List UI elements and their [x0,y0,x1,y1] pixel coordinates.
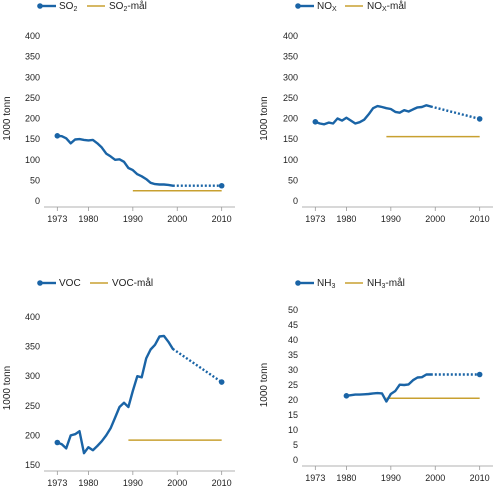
start-point [343,393,350,399]
y-tick-label: 50 [30,175,40,185]
y-tick-label: 50 [288,175,298,185]
series-line [56,334,175,455]
y-tick-label: 40 [288,335,298,345]
y-tick-label: 400 [25,31,40,41]
end-point [218,182,225,189]
x-tick-label: 2010 [470,473,490,483]
y-axis-label: 1000 tonn [259,363,270,408]
x-tick-label: 1973 [47,214,67,224]
y-tick-label: 10 [288,425,298,435]
y-tick-label: 200 [25,430,40,440]
chart-panel-4: 0 5 10 15 20 25 30 35 40 45 50 1000 tonn 1973 1980 199… [259,277,493,483]
start-point [312,119,319,125]
y-tick-label: 350 [25,342,40,352]
y-tick-label: 35 [288,350,298,360]
y-axis-label: 1000 tonn [259,96,270,141]
y-tick-label: 100 [25,155,40,165]
y-tick-label: 25 [288,380,298,390]
y-tick-label: 150 [283,134,298,144]
start-point [54,133,61,139]
x-tick-label: 2000 [425,473,445,483]
legend-target-label: SO2-mål [109,0,147,13]
x-tick-label: 2000 [425,214,445,224]
y-tick-label: 250 [25,401,40,411]
y-tick-label: 5 [293,440,298,450]
chart-panel-1: 0 50 100 150 200 250 300 350 400 1000 tonn 1973 198… [2,0,235,224]
chart-panel-3: 150 200 250 300 350 400 1000 tonn 1973 1980 1990 2… [2,277,235,488]
series-line [56,134,175,187]
legend-series-label: VOC [59,278,81,289]
x-tick-label: 1990 [123,478,143,488]
legend-series-label: NOX [317,1,337,13]
y-tick-label: 250 [25,93,40,103]
legend-series-marker [295,280,301,286]
end-point [476,371,483,378]
x-tick-label: 2010 [212,214,232,224]
legend-series-label: NH3 [317,278,335,290]
y-tick-label: 150 [25,460,40,470]
y-tick-label: 350 [25,52,40,62]
x-tick-label: 1973 [305,473,325,483]
x-tick-label: 1980 [336,473,356,483]
y-axis-label: 1000 tonn [2,96,13,141]
y-tick-label: 0 [293,455,298,465]
series-line [345,373,432,403]
y-tick-label: 0 [35,196,40,206]
x-tick-label: 2000 [167,478,187,488]
y-tick-label: 400 [283,31,298,41]
end-point [476,116,483,122]
legend-series-marker [295,3,301,9]
y-tick-label: 15 [288,410,298,420]
series-line [314,104,432,126]
x-tick-label: 2010 [470,214,490,224]
y-tick-label: 50 [288,305,298,315]
y-tick-label: 0 [293,196,298,206]
legend-series-label: SO2 [59,1,77,13]
projection-line [430,105,480,121]
y-tick-label: 200 [283,114,298,124]
y-tick-label: 20 [288,395,298,405]
y-tick-label: 45 [288,320,298,330]
projection-line [172,347,223,384]
y-tick-label: 200 [25,114,40,124]
y-tick-label: 30 [288,365,298,375]
y-tick-label: 300 [283,72,298,82]
x-tick-label: 1980 [78,214,98,224]
y-tick-label: 400 [25,312,40,322]
x-tick-label: 2010 [212,478,232,488]
legend-target-label: VOC-mål [112,277,153,289]
x-tick-label: 1990 [123,214,143,224]
x-tick-label: 1973 [305,214,325,224]
y-tick-label: 250 [283,93,298,103]
legend-target-label: NOX-mål [367,0,406,13]
y-tick-label: 300 [25,371,40,381]
legend-target-label: NH3-mål [367,277,405,290]
x-tick-label: 1980 [78,478,98,488]
end-point [218,379,225,385]
chart-panel-2: 0 50 100 150 200 250 300 350 400 1000 tonn 1973 198… [259,0,493,224]
y-tick-label: 300 [25,72,40,82]
y-axis-label: 1000 tonn [2,366,13,411]
y-tick-label: 350 [283,52,298,62]
x-tick-label: 1990 [381,473,401,483]
y-tick-label: 100 [283,155,298,165]
x-tick-label: 1990 [381,214,401,224]
x-tick-label: 1980 [336,214,356,224]
legend-series-marker [37,3,43,9]
legend-series-marker [37,280,43,286]
x-tick-label: 1973 [47,478,67,488]
start-point [54,439,61,446]
x-tick-label: 2000 [167,214,187,224]
y-tick-label: 150 [25,134,40,144]
